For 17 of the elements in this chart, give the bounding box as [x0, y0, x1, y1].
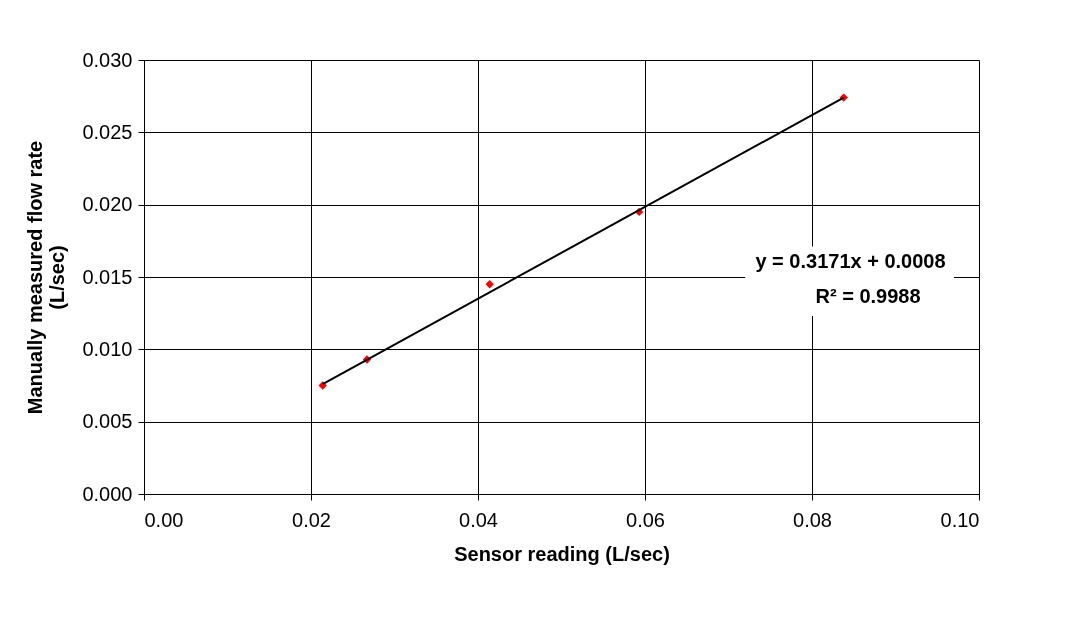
- x-tick-label: 0.06: [626, 508, 665, 531]
- y-tick-label: 0.010: [82, 337, 133, 360]
- x-tick-label: 0.02: [292, 508, 331, 531]
- x-tick-label: 0.00: [144, 508, 184, 531]
- y-tick-label: 0.015: [82, 265, 133, 288]
- y-tick-label: 0.025: [82, 120, 133, 143]
- x-tick-label: 0.10: [940, 508, 980, 531]
- annotation: y = 0.3171x + 0.0008: [755, 249, 946, 272]
- x-tick-label: 0.08: [793, 508, 832, 531]
- x-tick-label: 0.04: [459, 508, 498, 531]
- y-tick-label: 0.030: [82, 48, 133, 71]
- y-axis-title: Manually measured flow rate (L/sec): [24, 140, 69, 415]
- y-tick-label: 0.000: [82, 482, 133, 505]
- x-axis-title: Sensor reading (L/sec): [454, 542, 670, 565]
- y-tick-label: 0.005: [82, 410, 133, 433]
- y-tick-label: 0.020: [82, 193, 133, 216]
- annotation: R² = 0.9988: [815, 284, 921, 307]
